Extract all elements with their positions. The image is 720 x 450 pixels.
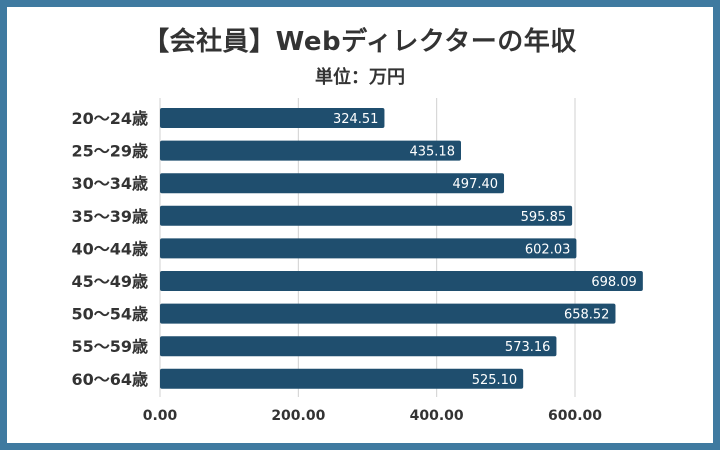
bar-0: [160, 108, 385, 128]
bar-value-label-7: 573.16: [505, 340, 551, 355]
chart-subtitle: 単位：万円: [315, 67, 405, 88]
bar-1: [160, 140, 461, 161]
x-tick-label-3: 600.00: [548, 408, 602, 424]
category-label-1: 25〜29歳: [71, 142, 148, 161]
category-label-8: 60〜64歳: [71, 370, 148, 389]
category-label-3: 35〜39歳: [71, 207, 148, 226]
bar-value-label-6: 658.52: [564, 308, 610, 323]
x-tick-label-0: 0.00: [143, 408, 178, 424]
category-label-6: 50〜54歳: [71, 305, 148, 324]
bar-value-label-1: 435.18: [409, 145, 455, 160]
bar-2: [160, 173, 505, 194]
category-label-5: 45〜49歳: [71, 272, 148, 291]
bar-value-label-4: 602.03: [525, 242, 571, 257]
bar-8: [160, 368, 524, 389]
bar-3: [160, 205, 573, 226]
x-tick-label-2: 400.00: [410, 408, 464, 424]
category-label-7: 55〜59歳: [71, 337, 148, 356]
category-label-4: 40〜44歳: [71, 239, 148, 258]
bar-value-label-5: 698.09: [591, 275, 637, 290]
bar-7: [160, 336, 557, 357]
x-tick-label-1: 200.00: [271, 408, 325, 424]
bar-value-label-0: 324.51: [333, 112, 379, 127]
bar-4: [160, 238, 577, 259]
bar-value-label-3: 595.85: [521, 210, 567, 225]
category-label-2: 30〜34歳: [71, 174, 148, 193]
category-label-0: 20〜24歳: [71, 109, 148, 128]
chart-title: 【会社員】Webディレクターの年収: [143, 27, 577, 57]
bar-value-label-2: 497.40: [453, 177, 499, 192]
bar-5: [160, 271, 643, 291]
bar-value-label-8: 525.10: [472, 373, 518, 388]
bar-6: [160, 303, 616, 324]
